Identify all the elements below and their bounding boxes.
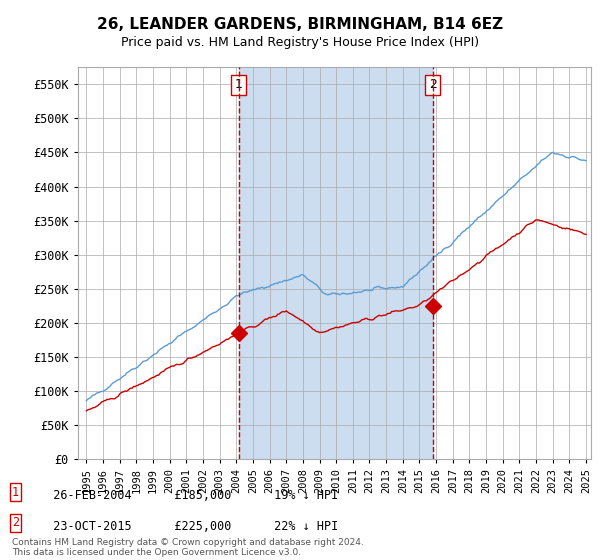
Text: Contains HM Land Registry data © Crown copyright and database right 2024.
This d: Contains HM Land Registry data © Crown c… [12, 538, 364, 557]
Bar [239, 67, 433, 459]
Text: Price paid vs. HM Land Registry's House Price Index (HPI): Price paid vs. HM Land Registry's House … [121, 36, 479, 49]
Text: 1: 1 [235, 78, 242, 91]
Text: 2: 2 [429, 78, 437, 91]
Text: 26-FEB-2004      £185,000      19% ↓ HPI: 26-FEB-2004 £185,000 19% ↓ HPI [39, 489, 338, 502]
Text: 26, LEANDER GARDENS, BIRMINGHAM, B14 6EZ: 26, LEANDER GARDENS, BIRMINGHAM, B14 6EZ [97, 17, 503, 32]
Text: 1: 1 [12, 486, 19, 498]
Text: 23-OCT-2015      £225,000      22% ↓ HPI: 23-OCT-2015 £225,000 22% ↓ HPI [39, 520, 338, 533]
Text: 2: 2 [12, 516, 19, 529]
